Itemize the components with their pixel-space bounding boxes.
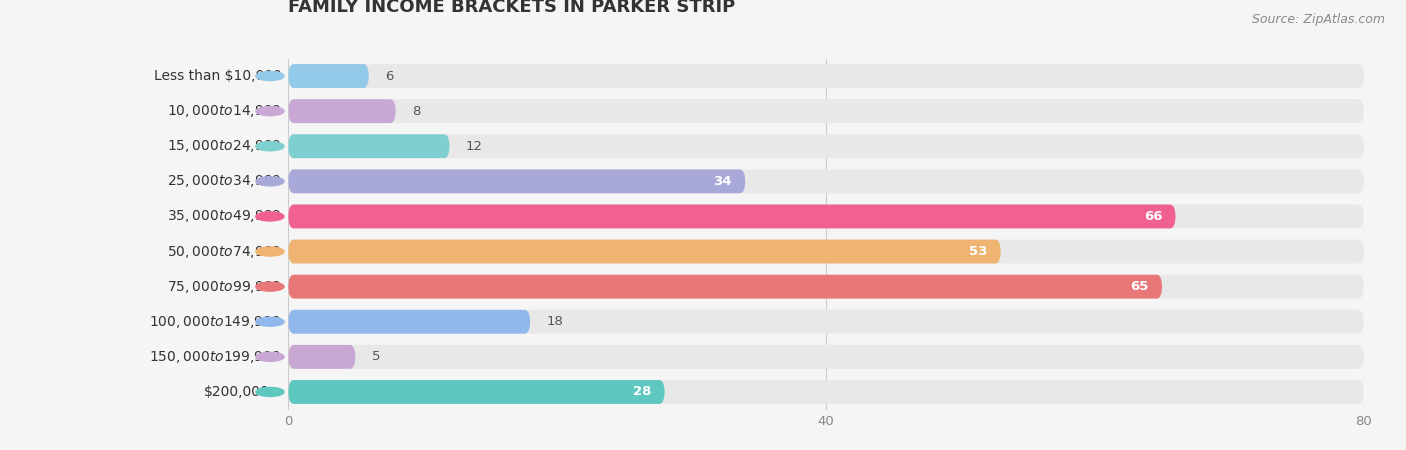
Text: 18: 18 (547, 315, 564, 328)
FancyBboxPatch shape (288, 310, 1364, 334)
FancyBboxPatch shape (288, 239, 1001, 264)
FancyBboxPatch shape (288, 274, 1163, 299)
Text: $75,000 to $99,999: $75,000 to $99,999 (166, 279, 281, 295)
FancyBboxPatch shape (288, 204, 1364, 229)
Text: $10,000 to $14,999: $10,000 to $14,999 (166, 103, 281, 119)
Text: $25,000 to $34,999: $25,000 to $34,999 (166, 173, 281, 189)
Text: 66: 66 (1143, 210, 1163, 223)
Text: 28: 28 (633, 386, 651, 398)
Text: 5: 5 (371, 351, 380, 363)
FancyBboxPatch shape (288, 380, 665, 404)
Text: $50,000 to $74,999: $50,000 to $74,999 (166, 243, 281, 260)
FancyBboxPatch shape (288, 380, 1364, 404)
FancyBboxPatch shape (288, 134, 1364, 158)
FancyBboxPatch shape (288, 64, 368, 88)
Text: $35,000 to $49,999: $35,000 to $49,999 (166, 208, 281, 225)
FancyBboxPatch shape (288, 274, 1364, 299)
Text: Source: ZipAtlas.com: Source: ZipAtlas.com (1251, 14, 1385, 27)
Text: 8: 8 (412, 105, 420, 117)
Text: FAMILY INCOME BRACKETS IN PARKER STRIP: FAMILY INCOME BRACKETS IN PARKER STRIP (288, 0, 735, 16)
Text: 53: 53 (969, 245, 987, 258)
Text: 12: 12 (465, 140, 482, 153)
FancyBboxPatch shape (288, 134, 450, 158)
FancyBboxPatch shape (288, 169, 745, 194)
Text: 6: 6 (385, 70, 394, 82)
Text: $200,000+: $200,000+ (204, 385, 281, 399)
FancyBboxPatch shape (288, 345, 1364, 369)
Text: 65: 65 (1130, 280, 1149, 293)
FancyBboxPatch shape (288, 345, 356, 369)
FancyBboxPatch shape (288, 99, 1364, 123)
FancyBboxPatch shape (288, 204, 1175, 229)
FancyBboxPatch shape (288, 64, 1364, 88)
Text: $15,000 to $24,999: $15,000 to $24,999 (166, 138, 281, 154)
Text: $150,000 to $199,999: $150,000 to $199,999 (149, 349, 281, 365)
FancyBboxPatch shape (288, 99, 396, 123)
FancyBboxPatch shape (288, 169, 1364, 194)
Text: Less than $10,000: Less than $10,000 (153, 69, 281, 83)
FancyBboxPatch shape (288, 310, 530, 334)
FancyBboxPatch shape (288, 239, 1364, 264)
Text: $100,000 to $149,999: $100,000 to $149,999 (149, 314, 281, 330)
Text: 34: 34 (713, 175, 733, 188)
